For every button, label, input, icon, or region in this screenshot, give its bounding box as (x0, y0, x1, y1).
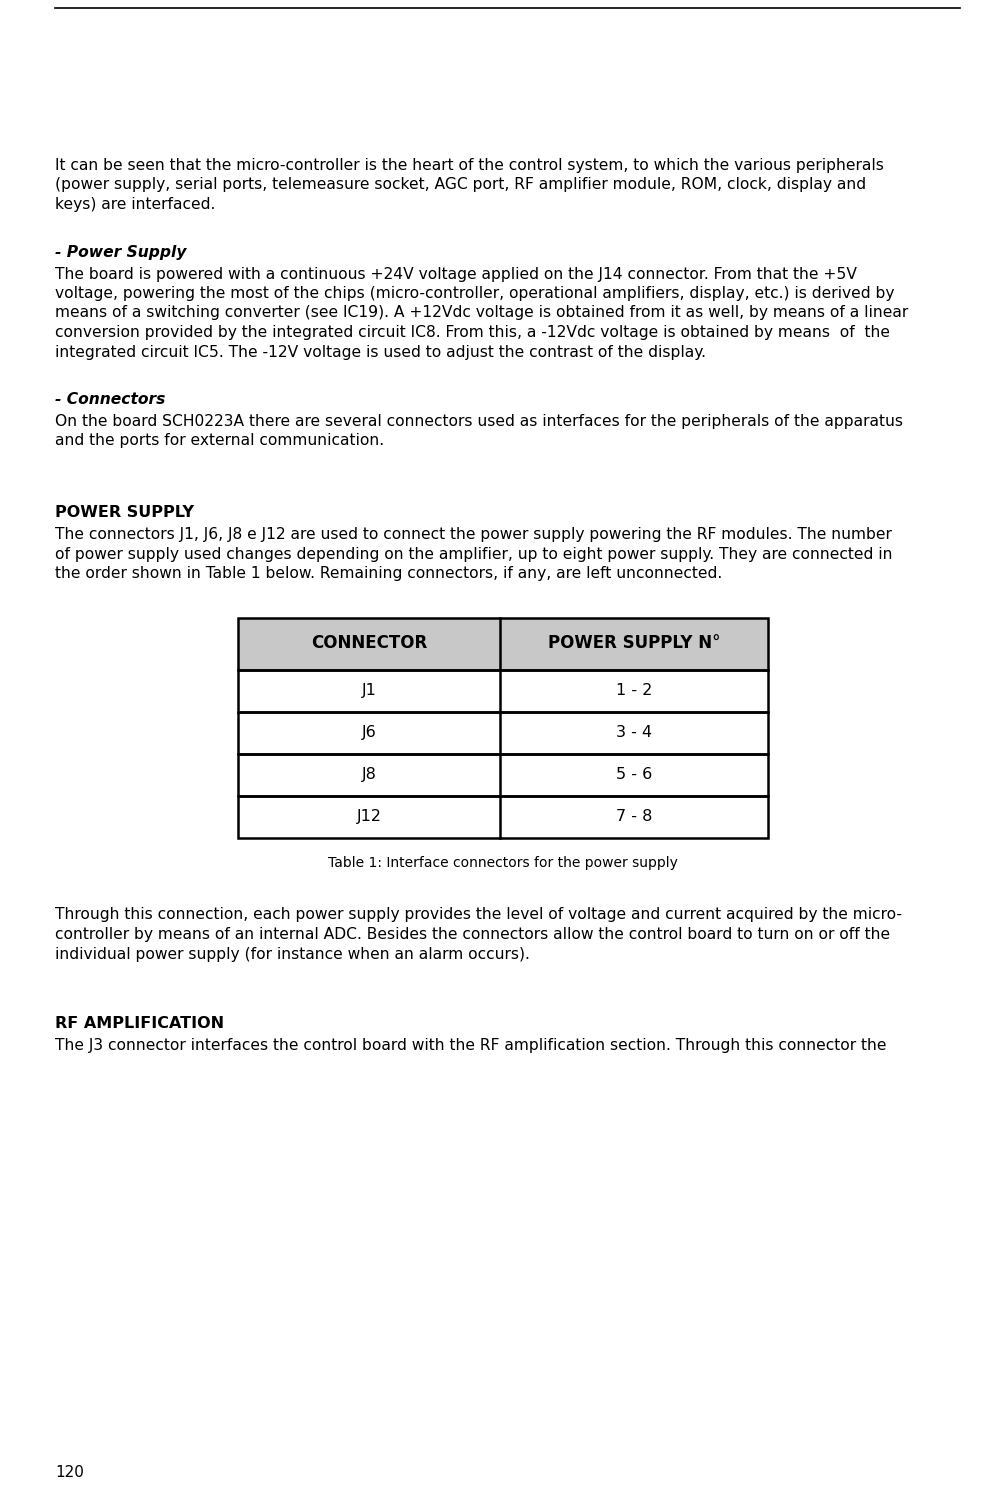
Text: POWER SUPPLY: POWER SUPPLY (55, 505, 194, 520)
Bar (238, 618, 767, 669)
Bar (238, 669, 767, 711)
Text: J1: J1 (361, 682, 376, 697)
Text: individual power supply (for instance when an alarm occurs).: individual power supply (for instance wh… (55, 947, 530, 962)
Text: conversion provided by the integrated circuit IC8. From this, a -12Vdc voltage i: conversion provided by the integrated ci… (55, 325, 889, 340)
Text: J8: J8 (361, 767, 376, 782)
Bar (238, 795, 767, 837)
Text: keys) are interfaced.: keys) are interfaced. (55, 197, 216, 212)
Text: POWER SUPPLY N°: POWER SUPPLY N° (548, 634, 719, 652)
Text: On the board SCH0223A there are several connectors used as interfaces for the pe: On the board SCH0223A there are several … (55, 413, 902, 428)
Text: of power supply used changes depending on the amplifier, up to eight power suppl: of power supply used changes depending o… (55, 547, 892, 562)
Text: the order shown in Table 1 below. Remaining connectors, if any, are left unconne: the order shown in Table 1 below. Remain… (55, 567, 721, 582)
Text: 1 - 2: 1 - 2 (615, 682, 652, 697)
Bar (238, 669, 767, 711)
Text: 120: 120 (55, 1465, 84, 1480)
Text: means of a switching converter (see IC19). A +12Vdc voltage is obtained from it : means of a switching converter (see IC19… (55, 305, 908, 320)
Bar (238, 795, 767, 837)
Text: 7 - 8: 7 - 8 (615, 809, 652, 824)
Text: It can be seen that the micro-controller is the heart of the control system, to : It can be seen that the micro-controller… (55, 158, 883, 173)
Text: voltage, powering the most of the chips (micro-controller, operational amplifier: voltage, powering the most of the chips … (55, 286, 894, 301)
Text: The board is powered with a continuous +24V voltage applied on the J14 connector: The board is powered with a continuous +… (55, 266, 857, 281)
Text: CONNECTOR: CONNECTOR (311, 634, 426, 652)
Bar (238, 753, 767, 795)
Text: J12: J12 (356, 809, 381, 824)
Text: - Connectors: - Connectors (55, 392, 165, 407)
Text: Through this connection, each power supply provides the level of voltage and cur: Through this connection, each power supp… (55, 908, 901, 923)
Text: integrated circuit IC5. The -12V voltage is used to adjust the contrast of the d: integrated circuit IC5. The -12V voltage… (55, 344, 705, 359)
Bar (238, 618, 767, 669)
Text: The J3 connector interfaces the control board with the RF amplification section.: The J3 connector interfaces the control … (55, 1039, 886, 1054)
Text: controller by means of an internal ADC. Besides the connectors allow the control: controller by means of an internal ADC. … (55, 927, 890, 942)
Bar (238, 753, 767, 795)
Text: (power supply, serial ports, telemeasure socket, AGC port, RF amplifier module, : (power supply, serial ports, telemeasure… (55, 177, 866, 192)
Text: Table 1: Interface connectors for the power supply: Table 1: Interface connectors for the po… (328, 855, 677, 870)
Text: RF AMPLIFICATION: RF AMPLIFICATION (55, 1016, 224, 1031)
Text: - Power Supply: - Power Supply (55, 245, 187, 260)
Text: J6: J6 (361, 724, 376, 739)
Text: 5 - 6: 5 - 6 (615, 767, 652, 782)
Text: The connectors J1, J6, J8 e J12 are used to connect the power supply powering th: The connectors J1, J6, J8 e J12 are used… (55, 528, 891, 543)
Bar (238, 711, 767, 753)
Text: 3 - 4: 3 - 4 (615, 724, 651, 739)
Bar (238, 711, 767, 753)
Text: and the ports for external communication.: and the ports for external communication… (55, 433, 384, 448)
